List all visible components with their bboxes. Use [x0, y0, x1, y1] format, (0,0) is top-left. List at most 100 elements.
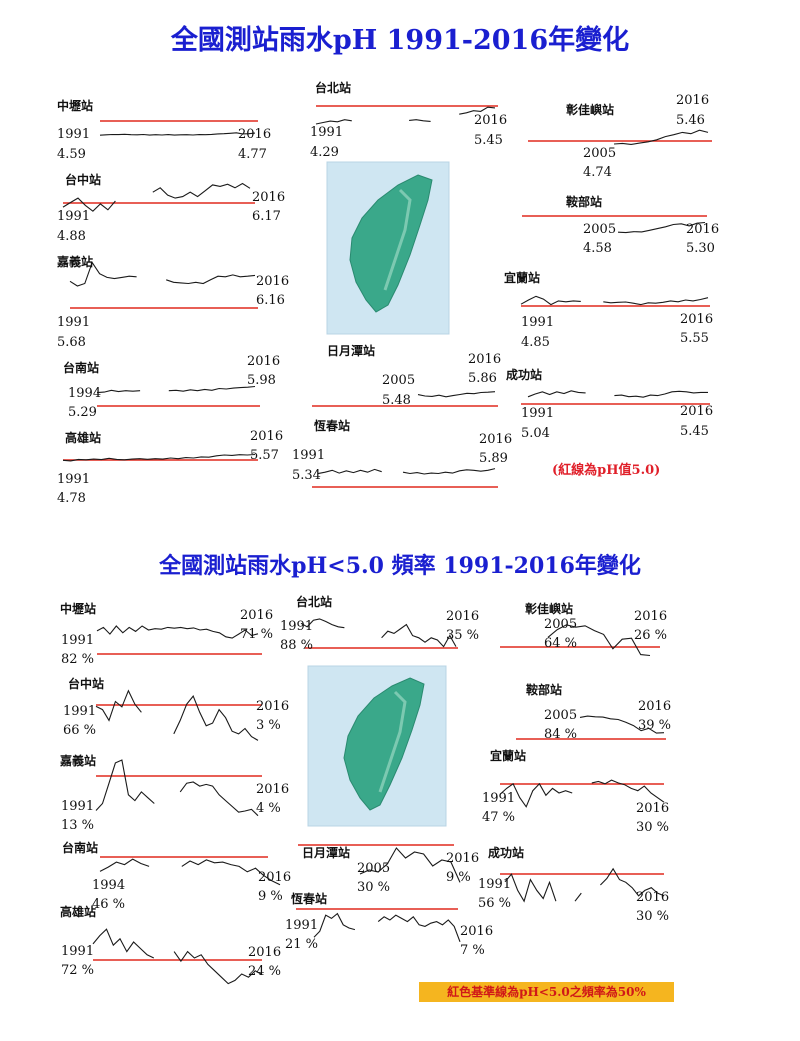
station-name: 彰佳嶼站 [525, 601, 573, 616]
end-year-label: 2016 [474, 113, 507, 128]
station-panel: 台南站 1994 46 % 2016 9 % [62, 840, 291, 912]
start-value-label: 56 % [478, 896, 511, 911]
end-value-label: 5.55 [680, 331, 709, 346]
end-year-label: 2016 [676, 93, 709, 108]
end-value-label: 5.89 [479, 451, 508, 466]
end-value-label: 5.45 [680, 424, 709, 439]
series-line [95, 689, 142, 722]
station-name: 宜蘭站 [490, 748, 526, 763]
series-line [179, 781, 259, 817]
start-year-label: 2005 [544, 617, 577, 632]
station-name: 鞍部站 [526, 682, 562, 697]
start-year-label: 2005 [544, 708, 577, 723]
series-line [62, 453, 256, 462]
end-year-label: 2016 [247, 354, 280, 369]
start-value-label: 64 % [544, 636, 577, 651]
start-year-label: 1991 [478, 877, 511, 892]
station-panel: 嘉義站 1991 13 % 2016 4 % [59, 753, 289, 833]
station-panel: 鞍部站 2005 4.58 2016 5.30 [522, 194, 719, 256]
station-name: 鞍部站 [566, 194, 602, 209]
series-line [459, 106, 496, 115]
start-value-label: 4.78 [57, 491, 86, 506]
series-line [520, 295, 581, 306]
station-name: 嘉義站 [56, 254, 93, 269]
end-year-label: 2016 [256, 782, 289, 797]
end-year-label: 2016 [468, 352, 501, 367]
end-value-label: 35 % [446, 628, 479, 643]
end-value-label: 5.45 [474, 133, 503, 148]
start-year-label: 1991 [521, 315, 554, 330]
start-value-label: 47 % [482, 810, 515, 825]
series-line [317, 468, 382, 475]
end-year-label: 2016 [638, 699, 671, 714]
end-year-label: 2016 [258, 870, 291, 885]
end-value-label: 5.86 [468, 371, 497, 386]
station-name: 日月潭站 [302, 845, 350, 860]
station-panel: 鞍部站 2005 84 % 2016 39 % [516, 682, 671, 742]
start-value-label: 84 % [544, 727, 577, 742]
series-line [359, 847, 461, 883]
series-line [173, 695, 259, 741]
start-year-label: 1991 [285, 918, 318, 933]
series-line [315, 119, 352, 125]
end-year-label: 2016 [686, 222, 719, 237]
series-line [574, 892, 582, 902]
taiwan-station-map-2 [307, 665, 447, 827]
series-line [300, 618, 345, 629]
start-value-label: 5.68 [57, 335, 86, 350]
series-line [603, 297, 709, 306]
station-name: 中壢站 [60, 601, 96, 616]
start-year-label: 1991 [61, 944, 94, 959]
end-value-label: 5.30 [686, 241, 715, 256]
station-name: 台北站 [315, 80, 351, 95]
series-line [99, 858, 150, 872]
end-value-label: 4 % [256, 801, 281, 816]
end-value-label: 24 % [248, 964, 281, 979]
frequency-reference-note: 紅色基準線為pH<5.0之頻率為50% [419, 982, 674, 1002]
series-line [579, 715, 665, 734]
end-year-label: 2016 [256, 274, 289, 289]
start-value-label: 5.29 [68, 405, 97, 420]
start-value-label: 21 % [285, 937, 318, 952]
series-line [614, 390, 708, 398]
taiwan-station-map [326, 161, 450, 335]
start-value-label: 5.48 [382, 393, 411, 408]
station-name: 成功站 [488, 845, 524, 860]
series-line [402, 468, 496, 475]
station-panel: 台北站 1991 88 % 2016 35 % [280, 594, 479, 653]
start-year-label: 1991 [521, 406, 554, 421]
start-value-label: 4.29 [310, 145, 339, 160]
series-line [504, 873, 557, 903]
start-value-label: 5.04 [521, 426, 550, 441]
series-line [173, 950, 263, 985]
start-value-label: 4.85 [521, 335, 550, 350]
series-line [547, 624, 651, 657]
series-line [152, 182, 251, 199]
end-value-label: 7 % [460, 943, 485, 958]
end-value-label: 5.57 [250, 448, 279, 463]
end-year-label: 2016 [680, 404, 713, 419]
series-line [617, 221, 706, 234]
series-line [166, 274, 256, 285]
start-value-label: 88 % [280, 638, 313, 653]
station-panel: 成功站 1991 5.04 2016 5.45 [506, 367, 713, 441]
start-value-label: 5.34 [292, 468, 321, 483]
start-year-label: 1991 [61, 633, 94, 648]
station-name: 宜蘭站 [504, 270, 540, 285]
start-year-label: 2005 [583, 222, 616, 237]
end-value-label: 71 % [240, 627, 273, 642]
station-name: 成功站 [506, 367, 542, 382]
station-name: 台中站 [65, 172, 101, 187]
end-value-label: 26 % [634, 628, 667, 643]
end-year-label: 2016 [479, 432, 512, 447]
station-name: 高雄站 [60, 904, 96, 919]
station-name: 嘉義站 [59, 753, 96, 768]
end-value-label: 5.46 [676, 113, 705, 128]
series-line [409, 119, 431, 122]
end-year-label: 2016 [636, 801, 669, 816]
station-panel: 宜蘭站 1991 47 % 2016 30 % [482, 748, 669, 835]
station-panel: 台北站 1991 4.29 2016 5.45 [310, 80, 507, 160]
series-line [62, 197, 116, 212]
start-value-label: 4.58 [583, 241, 612, 256]
